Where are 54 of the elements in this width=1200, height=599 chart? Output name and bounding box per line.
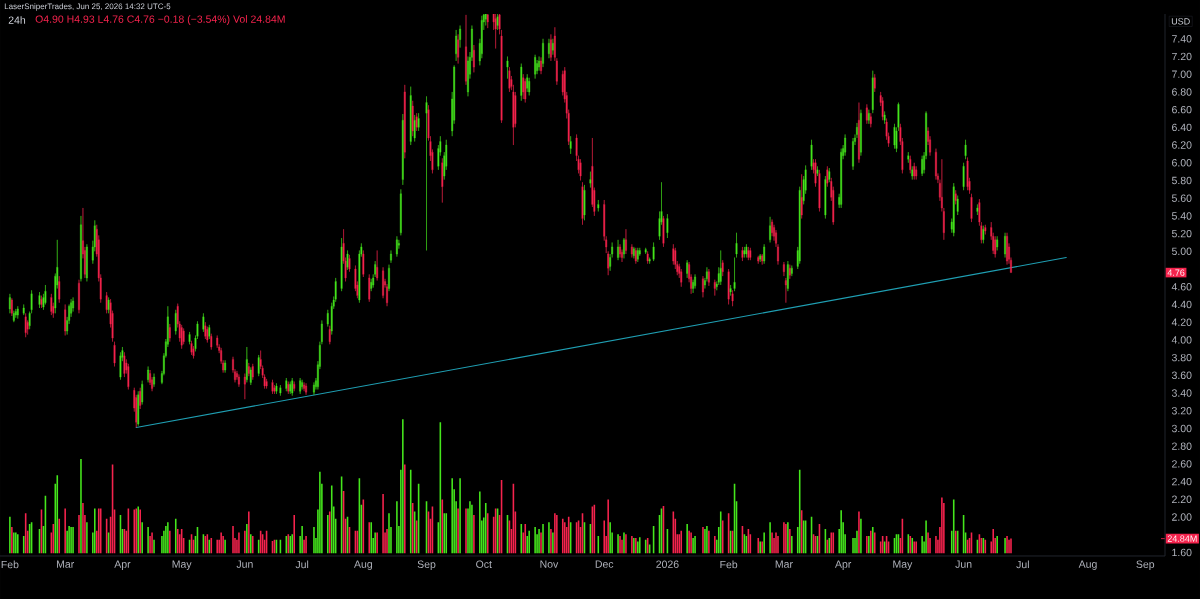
x-tick-label: Jul: [295, 560, 309, 569]
x-tick-label: Aug: [1078, 560, 1097, 570]
y-tick-label: 4.20: [1171, 318, 1192, 326]
x-tick-label: Apr: [835, 560, 852, 570]
y2-tick-label: 24.84M: [1167, 535, 1197, 542]
y-tick-label: 3.20: [1171, 407, 1192, 415]
x-tick-label: Aug: [354, 560, 372, 570]
y-tick-label: 4.60: [1171, 283, 1192, 291]
y-tick-label: 2.20: [1172, 495, 1192, 504]
x-tick-label: Nov: [540, 560, 559, 568]
y-tick-label: 6.60: [1172, 105, 1192, 114]
y-tick-label: 6.20: [1172, 141, 1192, 149]
y-tick-label: 6.80: [1172, 88, 1192, 96]
y-tick-label: 4.40: [1171, 300, 1192, 309]
x-tick-label: Feb: [1, 560, 19, 569]
y-tick-label: 3.00: [1171, 424, 1192, 433]
y-tick-label: 6.00: [1172, 159, 1192, 167]
y-tick-label: 5.80: [1171, 176, 1192, 185]
x-tick-label: Dec: [595, 560, 614, 568]
x-tick-label: Mar: [775, 560, 793, 568]
y-tick-label: 7.40: [1172, 35, 1192, 43]
x-tick-label: Feb: [720, 560, 738, 569]
y-tick-label: 5.20: [1171, 229, 1192, 238]
annotation: 4.76: [1167, 269, 1185, 276]
y-tick-label: 6.40: [1172, 123, 1192, 132]
y-tick-label: 5.40: [1171, 212, 1192, 220]
y-tick-label: 5.60: [1171, 194, 1192, 202]
x-tick-label: Oct: [476, 560, 492, 568]
x-tick-label: Jul: [1016, 560, 1029, 569]
y-tick-label: 1.60: [1172, 548, 1192, 557]
y-tick-label: 7.20: [1172, 52, 1192, 61]
chart-subtitle: O4.90 H4.93 L4.76 C4.76 −0.18 (−3.54%) Vol 24.84M: [35, 15, 285, 25]
chart-title: 24h: [8, 16, 26, 24]
y-tick-label: 5.00: [1171, 247, 1192, 256]
x-tick-label: Jun: [236, 560, 253, 568]
y-tick-label: 3.60: [1171, 371, 1192, 380]
y-tick-label: 7.00: [1172, 70, 1192, 78]
x-tick-label: 2026: [656, 560, 679, 568]
x-tick-label: Jun: [955, 560, 972, 568]
text: LaserSniperTrades, Jun 25, 2026 14:32 UTC-5: [4, 3, 171, 11]
y-tick-label: 3.80: [1171, 353, 1192, 362]
y-tick-label: 2.80: [1172, 442, 1192, 450]
x-tick-label: Mar: [56, 560, 75, 568]
x-tick-label: Sep: [1136, 560, 1155, 571]
x-tick-label: Sep: [417, 560, 436, 571]
y-tick-label: 2.00: [1172, 513, 1192, 521]
y-tick-label: 2.60: [1172, 460, 1192, 468]
y-tick-label: 2.40: [1172, 477, 1192, 486]
y-tick-label: 3.40: [1171, 389, 1192, 397]
x-tick-label: May: [172, 560, 192, 570]
x-tick-label: May: [893, 560, 913, 570]
y-tick-label: 4.00: [1171, 336, 1192, 344]
x-tick-label: Apr: [114, 560, 131, 570]
y-axis-title: USD: [1171, 18, 1190, 25]
